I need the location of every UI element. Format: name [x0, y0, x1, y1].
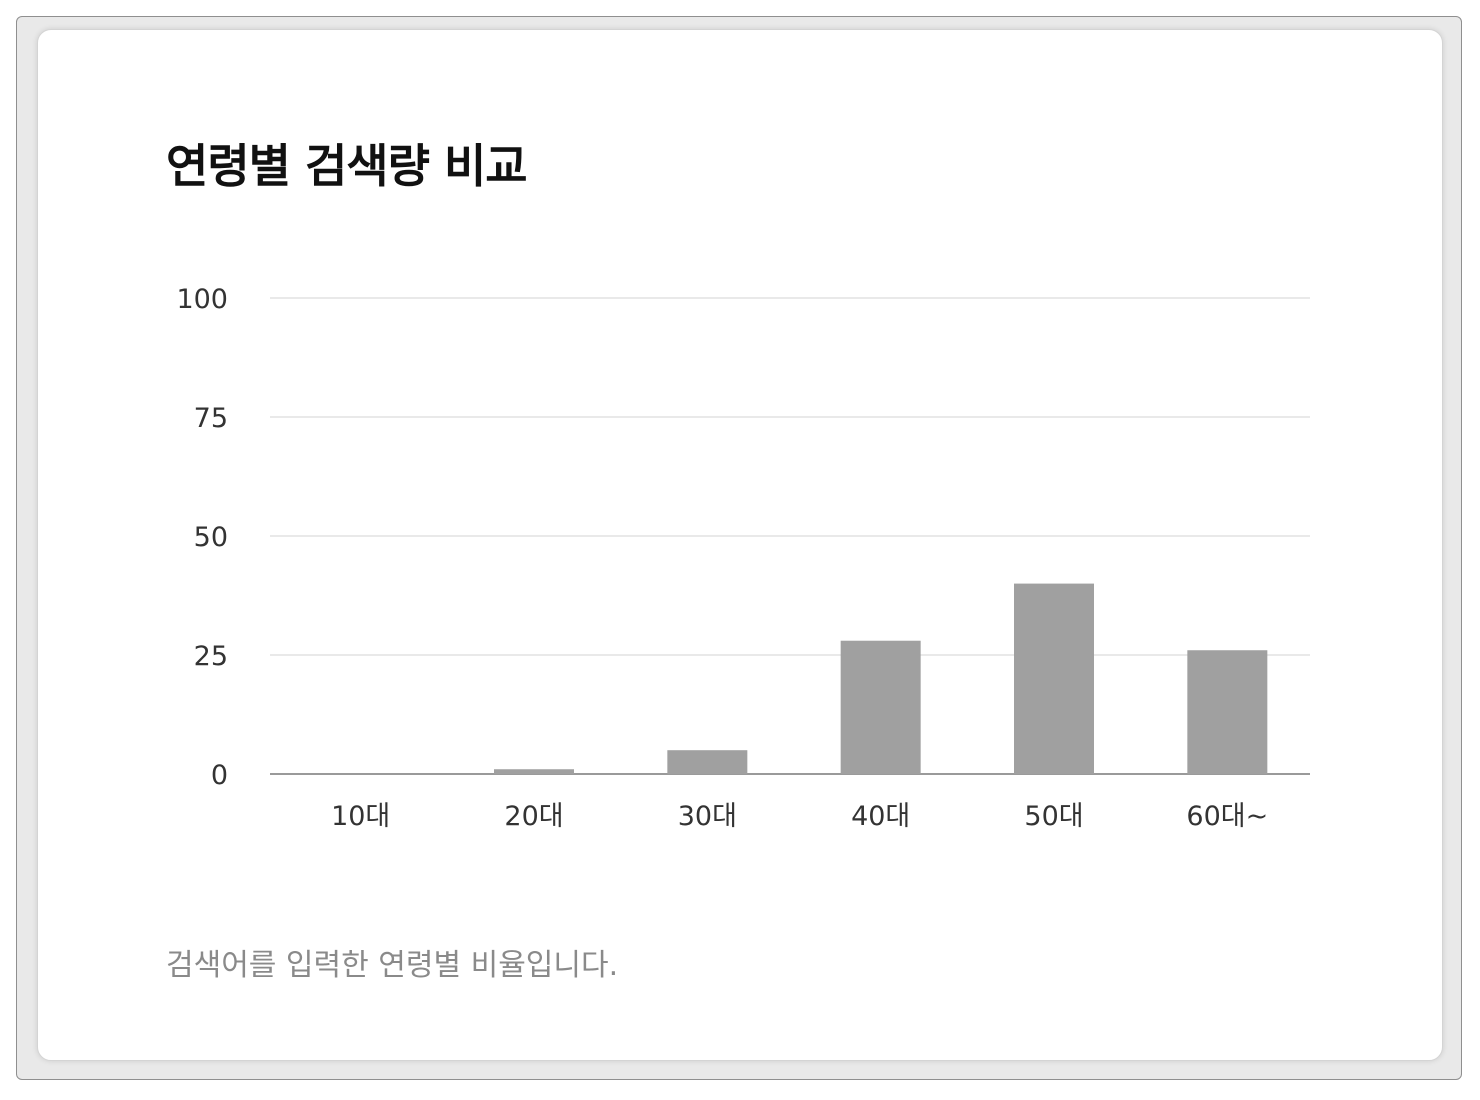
chart-caption: 검색어를 입력한 연령별 비율입니다. [166, 940, 618, 984]
chart-card: 연령별 검색량 비교 0 25 50 75 100 10대 20대 30대 40대 50대 60대… [37, 29, 1443, 1061]
y-tick-label: 0 [211, 760, 228, 791]
y-tick-label: 50 [194, 522, 228, 553]
bar-3 [667, 750, 747, 774]
bar-2 [494, 769, 574, 774]
bar-6 [1187, 650, 1267, 774]
x-category-label: 40대 [851, 801, 910, 832]
gridlines [270, 298, 1310, 774]
x-category-label: 30대 [678, 801, 737, 832]
y-tick-label: 100 [176, 284, 228, 315]
x-category-label: 20대 [504, 801, 563, 832]
y-tick-label: 25 [194, 641, 228, 672]
bar-chart: 0 25 50 75 100 10대 20대 30대 40대 50대 60대~ [38, 30, 1444, 1062]
y-axis-ticks: 0 25 50 75 100 [176, 284, 228, 791]
outer-frame: 연령별 검색량 비교 0 25 50 75 100 10대 20대 30대 40대 50대 60대… [16, 16, 1462, 1080]
x-category-label: 10대 [331, 801, 390, 832]
x-category-label: 60대~ [1186, 801, 1268, 832]
x-category-label: 50대 [1024, 801, 1083, 832]
bars [494, 584, 1267, 774]
y-tick-label: 75 [194, 403, 228, 434]
x-axis-labels: 10대 20대 30대 40대 50대 60대~ [331, 801, 1268, 832]
bar-4 [841, 641, 921, 774]
bar-5 [1014, 584, 1094, 774]
